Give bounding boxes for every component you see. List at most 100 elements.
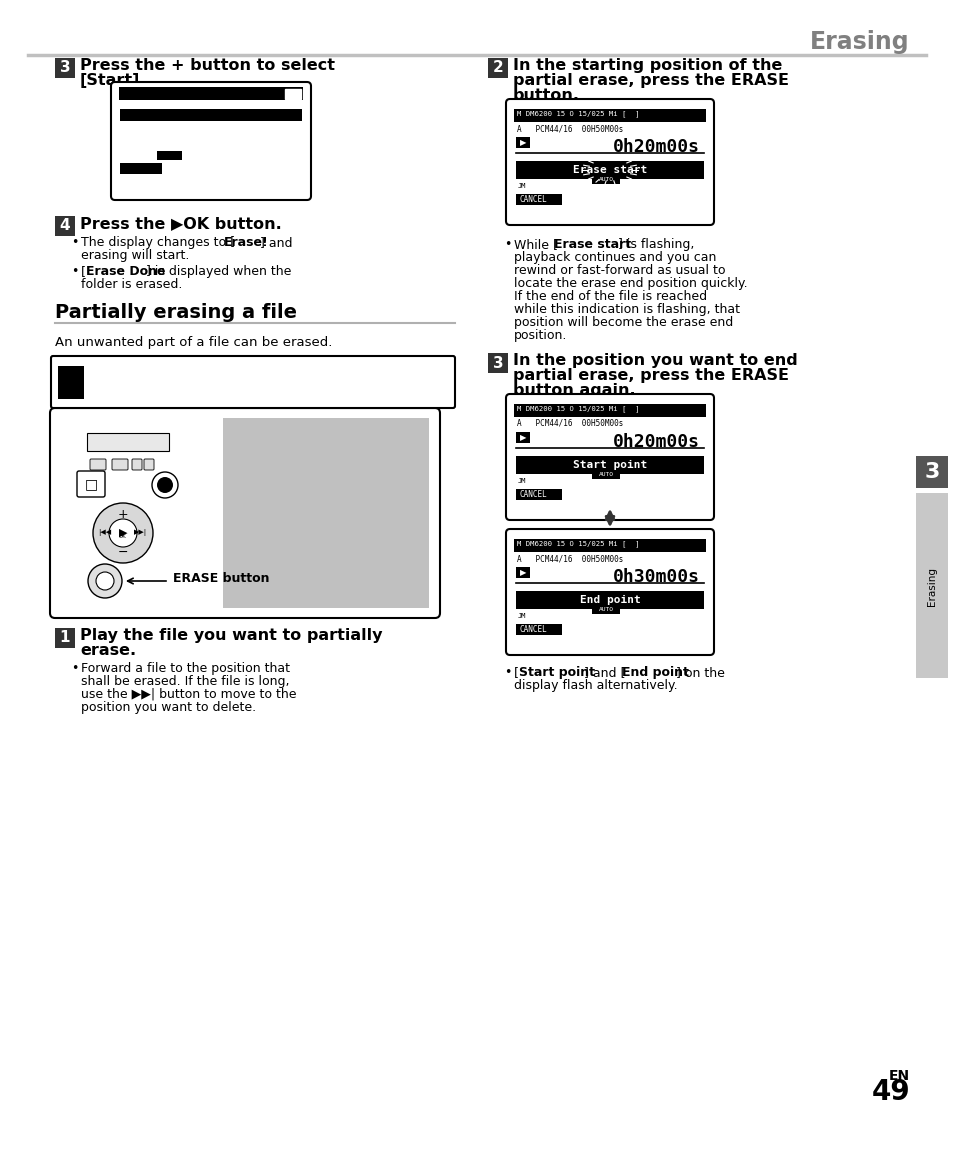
Text: erasing will start.: erasing will start. (81, 249, 190, 262)
Bar (514, 109, 705, 122)
Text: Partially erasing a file: Partially erasing a file (55, 303, 296, 322)
Text: JM: JM (517, 478, 526, 484)
Text: Start: Start (123, 116, 148, 125)
Text: 3: 3 (923, 462, 939, 482)
FancyBboxPatch shape (90, 459, 106, 470)
Text: button again.: button again. (513, 383, 635, 398)
Text: position.: position. (514, 329, 567, 342)
Text: [Start].: [Start]. (80, 73, 147, 88)
Text: partial erase, press the ERASE: partial erase, press the ERASE (513, 368, 788, 383)
Text: ▶: ▶ (519, 569, 526, 577)
Bar (120, 109, 302, 120)
Text: Start point: Start point (572, 460, 646, 470)
Text: Cancel: Cancel (123, 131, 152, 140)
Text: button.: button. (513, 88, 579, 103)
Circle shape (152, 472, 178, 498)
Text: End point: End point (621, 666, 688, 679)
Text: CANCEL: CANCEL (519, 195, 547, 204)
Text: 0h20m00s: 0h20m00s (613, 433, 700, 450)
Bar (119, 87, 303, 100)
FancyBboxPatch shape (132, 459, 142, 470)
FancyBboxPatch shape (51, 356, 455, 408)
Text: ] on the: ] on the (676, 666, 724, 679)
Text: while this indication is flashing, that: while this indication is flashing, that (514, 303, 740, 316)
Bar (58, 366, 84, 400)
Text: Erase Done: Erase Done (86, 265, 165, 278)
Bar (516, 489, 561, 500)
Text: 2: 2 (492, 60, 503, 75)
Text: End point: End point (579, 595, 639, 604)
Text: +: + (117, 507, 128, 520)
Text: Forward a file to the position that: Forward a file to the position that (81, 662, 290, 675)
Text: CANCEL: CANCEL (519, 625, 547, 633)
Text: While [: While [ (514, 239, 558, 251)
Text: Erase!: Erase! (224, 236, 269, 249)
Text: ▶: ▶ (519, 138, 526, 147)
Text: playback continues and you can: playback continues and you can (514, 251, 716, 264)
Text: Erasing: Erasing (809, 30, 909, 54)
Bar (516, 591, 703, 609)
Bar (55, 628, 75, 648)
Text: !: ! (67, 373, 75, 393)
Bar (516, 624, 561, 635)
FancyBboxPatch shape (112, 459, 128, 470)
Text: In the position you want to end: In the position you want to end (513, 353, 797, 368)
Bar (514, 538, 705, 552)
Bar (516, 195, 561, 205)
Text: Erasing: Erasing (926, 566, 936, 606)
Text: AUTO: AUTO (159, 156, 173, 161)
Circle shape (96, 572, 113, 589)
Text: recorder can be partially erased.: recorder can be partially erased. (91, 383, 296, 396)
Text: 1: 1 (60, 630, 71, 645)
Text: •: • (71, 662, 78, 675)
Text: Press the ▶OK button.: Press the ▶OK button. (80, 217, 281, 230)
Text: use the ▶▶| button to move to the: use the ▶▶| button to move to the (81, 688, 296, 701)
Text: ▶▶|: ▶▶| (134, 529, 148, 536)
Text: shall be erased. If the file is long,: shall be erased. If the file is long, (81, 675, 289, 688)
Text: M DM6200 15 O 15/025 Mi [  ]: M DM6200 15 O 15/025 Mi [ ] (517, 110, 639, 117)
Text: •: • (71, 236, 78, 249)
FancyBboxPatch shape (505, 98, 713, 225)
Text: ] and: ] and (260, 236, 293, 249)
Text: ] is displayed when the: ] is displayed when the (146, 265, 291, 278)
Text: 49: 49 (870, 1078, 909, 1106)
Text: OK: OK (119, 534, 127, 538)
Text: rewind or fast-forward as usual to: rewind or fast-forward as usual to (514, 264, 724, 277)
Bar (514, 404, 705, 417)
Bar (516, 161, 703, 179)
Text: JM: JM (517, 183, 526, 189)
Text: A   PCM44/16  00H50M00s: A PCM44/16 00H50M00s (517, 554, 622, 563)
Text: M DM6200 15 O 15/025 Mi [  ]: M DM6200 15 O 15/025 Mi [ ] (517, 405, 639, 412)
Text: position will become the erase end: position will become the erase end (514, 316, 733, 329)
Text: Play the file you want to partially: Play the file you want to partially (80, 628, 382, 643)
Text: FOLDER: FOLDER (123, 170, 151, 179)
Text: ] is flashing,: ] is flashing, (618, 239, 694, 251)
Text: An unwanted part of a file can be erased.: An unwanted part of a file can be erased… (55, 336, 332, 349)
Text: Press the + button to select: Press the + button to select (80, 58, 335, 73)
Text: folder is erased.: folder is erased. (81, 278, 182, 291)
Text: |◀◀: |◀◀ (98, 529, 112, 536)
Circle shape (109, 519, 137, 547)
Text: Erase start: Erase start (572, 164, 646, 175)
Text: 3: 3 (492, 356, 503, 371)
Text: A   PCM44/16  00H50M00s: A PCM44/16 00H50M00s (517, 419, 622, 428)
Text: erase.: erase. (80, 643, 136, 658)
Text: 0h20m00s: 0h20m00s (613, 138, 700, 156)
Bar (592, 604, 619, 614)
Text: 4: 4 (60, 219, 71, 234)
Text: M DM6200 15 O 15/025 Mi [  ]: M DM6200 15 O 15/025 Mi [ ] (517, 540, 639, 547)
Text: AUTO: AUTO (598, 472, 613, 477)
Bar (592, 470, 619, 479)
Text: Start point: Start point (518, 666, 595, 679)
Text: A   PCM44/16  00H50M00s: A PCM44/16 00H50M00s (517, 124, 622, 133)
Text: display flash alternatively.: display flash alternatively. (514, 679, 677, 692)
Text: Folder Erase: Folder Erase (122, 105, 182, 113)
Text: •: • (503, 239, 511, 251)
Text: •: • (71, 265, 78, 278)
Text: −: − (117, 545, 128, 558)
Bar (157, 151, 182, 160)
Text: •: • (503, 666, 511, 679)
FancyBboxPatch shape (144, 459, 153, 470)
Text: 3: 3 (60, 60, 71, 75)
Bar (87, 433, 169, 450)
